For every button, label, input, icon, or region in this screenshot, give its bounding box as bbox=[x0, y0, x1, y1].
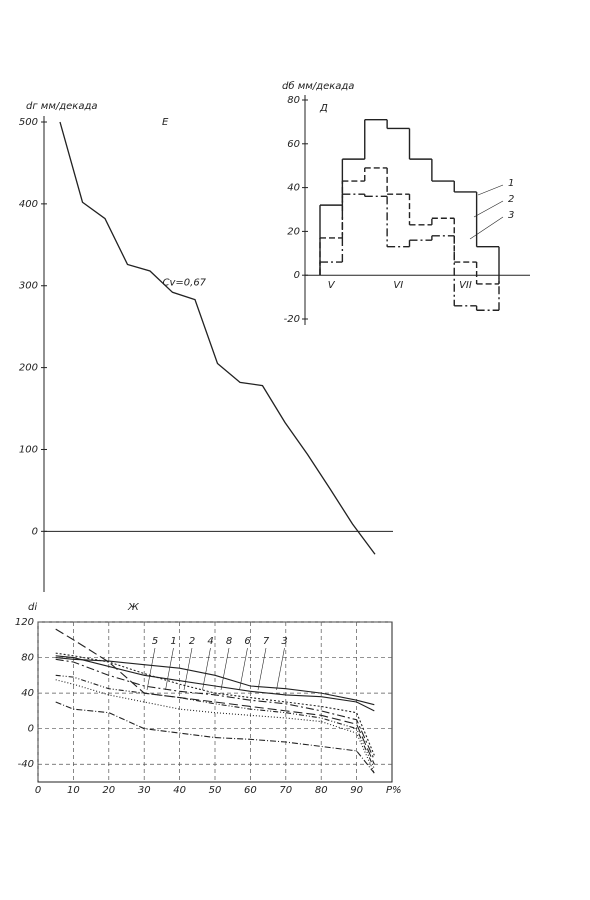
legend-label: 6 bbox=[244, 636, 250, 647]
x-tick-label: 20 bbox=[102, 785, 115, 796]
chart-title: Ж bbox=[127, 602, 140, 613]
y-tick-label: 300 bbox=[19, 281, 38, 292]
y-tick-label: 200 bbox=[19, 363, 38, 374]
x-tick-label: 70 bbox=[279, 785, 292, 796]
x-tick-label: 30 bbox=[138, 785, 151, 796]
y-tick-label: 100 bbox=[19, 444, 38, 455]
y-axis-label: dі bbox=[28, 601, 37, 613]
legend-label: 3 bbox=[281, 636, 287, 647]
x-tick-label: 10 bbox=[67, 785, 80, 796]
legend-label: 1 bbox=[508, 178, 514, 189]
x-tick-label: 80 bbox=[315, 785, 328, 796]
legend-leader bbox=[183, 647, 193, 691]
y-tick-label: 500 bbox=[19, 117, 38, 128]
y-tick-label: 0 bbox=[28, 724, 34, 735]
x-tick-label: 90 bbox=[350, 785, 363, 796]
legend-label: 5 bbox=[152, 636, 158, 647]
y-tick-label: 80 bbox=[21, 653, 34, 664]
series-line bbox=[55, 655, 375, 712]
legend-leader bbox=[239, 647, 248, 691]
series-line bbox=[55, 628, 375, 765]
y-tick-label: -20 bbox=[284, 314, 300, 325]
legend-leader bbox=[257, 647, 267, 691]
series-line bbox=[55, 679, 375, 774]
x-tick-label: 50 bbox=[209, 785, 222, 796]
legend-leader bbox=[469, 216, 504, 240]
x-tick-label: 40 bbox=[173, 785, 186, 796]
legend-leader bbox=[276, 647, 285, 691]
y-axis-label: dг мм/декада bbox=[26, 101, 98, 112]
y-tick-label: 80 bbox=[287, 95, 300, 106]
legend-leader bbox=[477, 184, 504, 196]
legend-label: 4 bbox=[207, 636, 213, 647]
series-line bbox=[55, 657, 375, 706]
x-tick-label: VI bbox=[393, 280, 403, 291]
chart-title: Д bbox=[319, 103, 328, 114]
y-tick-label: 60 bbox=[287, 139, 300, 150]
chart-title: Е bbox=[162, 117, 169, 128]
series-line bbox=[55, 652, 375, 756]
x-axis-label: P% bbox=[386, 785, 402, 796]
y-tick-label: 40 bbox=[21, 688, 34, 699]
y-tick-label: -40 bbox=[18, 759, 34, 770]
legend-label: 2 bbox=[508, 194, 514, 205]
y-tick-label: 40 bbox=[287, 183, 300, 194]
y-tick-label: 0 bbox=[294, 270, 300, 281]
x-tick-label: VII bbox=[459, 280, 472, 291]
legend-leader bbox=[473, 200, 504, 218]
y-tick-label: 0 bbox=[32, 526, 38, 537]
x-tick-label: 60 bbox=[244, 785, 257, 796]
legend-label: 1 bbox=[170, 636, 176, 647]
x-tick-label: 0 bbox=[35, 785, 41, 796]
y-tick-label: 120 bbox=[15, 617, 34, 628]
series-line bbox=[55, 674, 375, 769]
legend-label: 3 bbox=[508, 210, 514, 221]
legend-leader bbox=[146, 647, 156, 691]
y-tick-label: 400 bbox=[19, 199, 38, 210]
series-line bbox=[55, 658, 375, 761]
series-line bbox=[55, 701, 375, 774]
annotation: Cv=0,67 bbox=[163, 277, 207, 288]
legend-leader bbox=[202, 647, 211, 691]
legend-leader bbox=[165, 647, 174, 691]
y-axis-label: dб мм/декада bbox=[282, 80, 354, 92]
legend-label: 2 bbox=[189, 636, 195, 647]
y-tick-label: 20 bbox=[287, 226, 300, 237]
x-tick-label: V bbox=[328, 280, 336, 291]
legend-label: 7 bbox=[263, 636, 270, 647]
line bbox=[59, 121, 376, 555]
legend-label: 8 bbox=[226, 636, 232, 647]
legend-leader bbox=[220, 647, 230, 691]
